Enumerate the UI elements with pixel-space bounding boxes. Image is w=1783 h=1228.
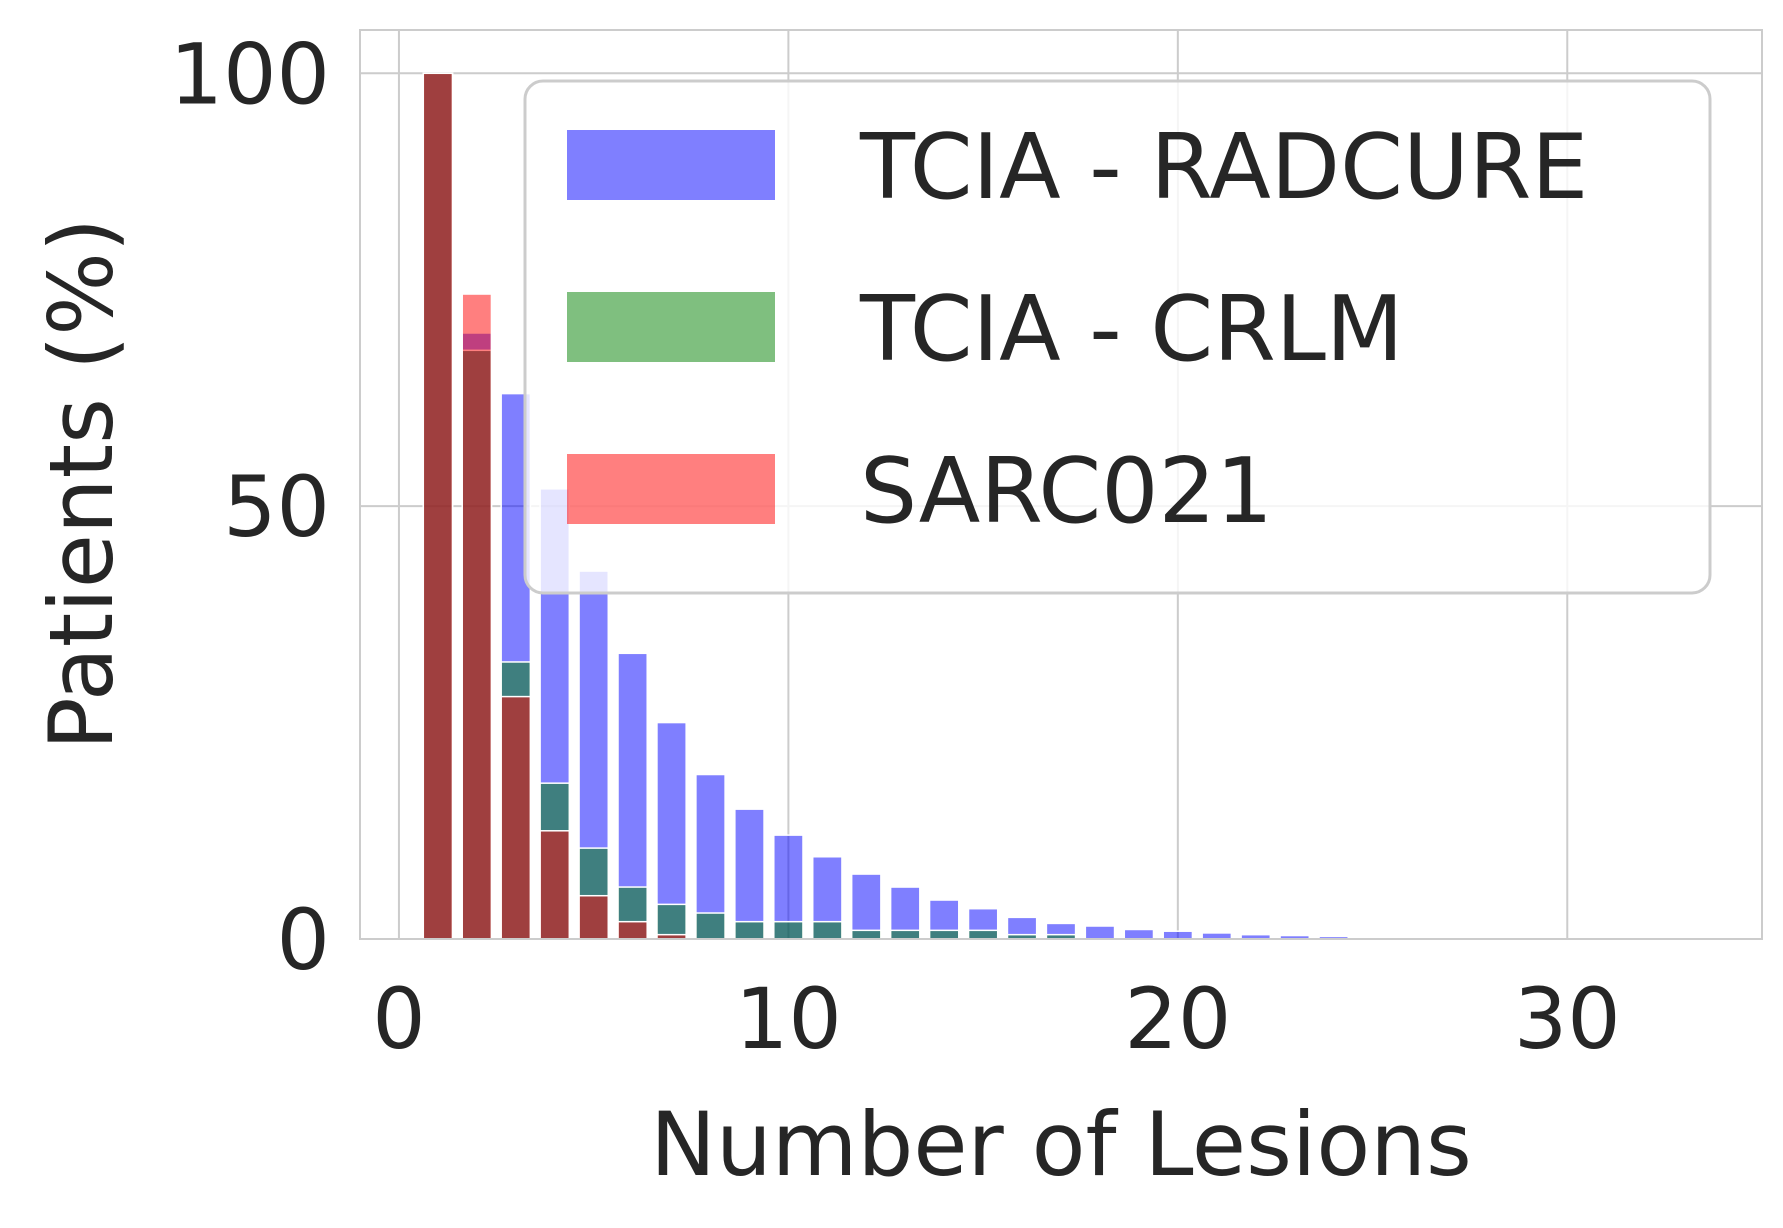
legend: TCIA - RADCURE TCIA - CRLM SARC021 bbox=[523, 79, 1712, 595]
bar-series-0 bbox=[1123, 928, 1155, 940]
bar-series-2 bbox=[578, 894, 610, 940]
bar-series-2 bbox=[500, 695, 532, 940]
bar-series-0 bbox=[1084, 925, 1116, 940]
plot-frame bbox=[359, 29, 1763, 940]
bar-series-1 bbox=[734, 920, 765, 940]
bar-series-1 bbox=[773, 920, 804, 940]
bar-series-1 bbox=[889, 929, 921, 940]
legend-label: TCIA - CRLM bbox=[859, 277, 1404, 382]
y-tick-label: 50 bbox=[223, 458, 330, 556]
legend-frame bbox=[523, 79, 1712, 595]
legend-swatch bbox=[567, 292, 775, 362]
legend-swatch bbox=[567, 130, 775, 200]
bar-series-2 bbox=[539, 830, 571, 940]
x-tick-labels: 0 10 20 30 bbox=[372, 970, 1621, 1068]
y-tick-labels: 0 50 100 bbox=[170, 25, 330, 989]
x-tick-label: 10 bbox=[735, 970, 842, 1068]
x-tick-label: 30 bbox=[1514, 970, 1621, 1068]
bar-series-0 bbox=[1162, 930, 1194, 940]
bar-series-2 bbox=[617, 920, 648, 940]
bar-series-2 bbox=[422, 72, 454, 940]
legend-swatch bbox=[567, 454, 775, 524]
y-axis-title: Patients (%) bbox=[30, 218, 133, 751]
bar-series-0 bbox=[734, 808, 765, 940]
legend-label: SARC021 bbox=[860, 439, 1273, 544]
legend-label: TCIA - RADCURE bbox=[859, 115, 1588, 220]
bar-series-0 bbox=[850, 873, 882, 940]
bar-series-2 bbox=[461, 293, 493, 940]
y-tick-label: 0 bbox=[277, 891, 330, 989]
bar-series-1 bbox=[656, 903, 687, 940]
bar-series-1 bbox=[695, 912, 726, 940]
bar-series-0 bbox=[656, 721, 687, 940]
bar-series-1 bbox=[928, 929, 960, 940]
bar-series-1 bbox=[811, 920, 843, 940]
bar-series-1 bbox=[967, 929, 999, 940]
x-tick-label: 0 bbox=[372, 970, 425, 1068]
y-tick-label: 100 bbox=[170, 25, 330, 123]
bar-series-1 bbox=[850, 929, 882, 940]
x-axis-title: Number of Lesions bbox=[650, 1093, 1472, 1196]
x-tick-label: 20 bbox=[1124, 970, 1231, 1068]
